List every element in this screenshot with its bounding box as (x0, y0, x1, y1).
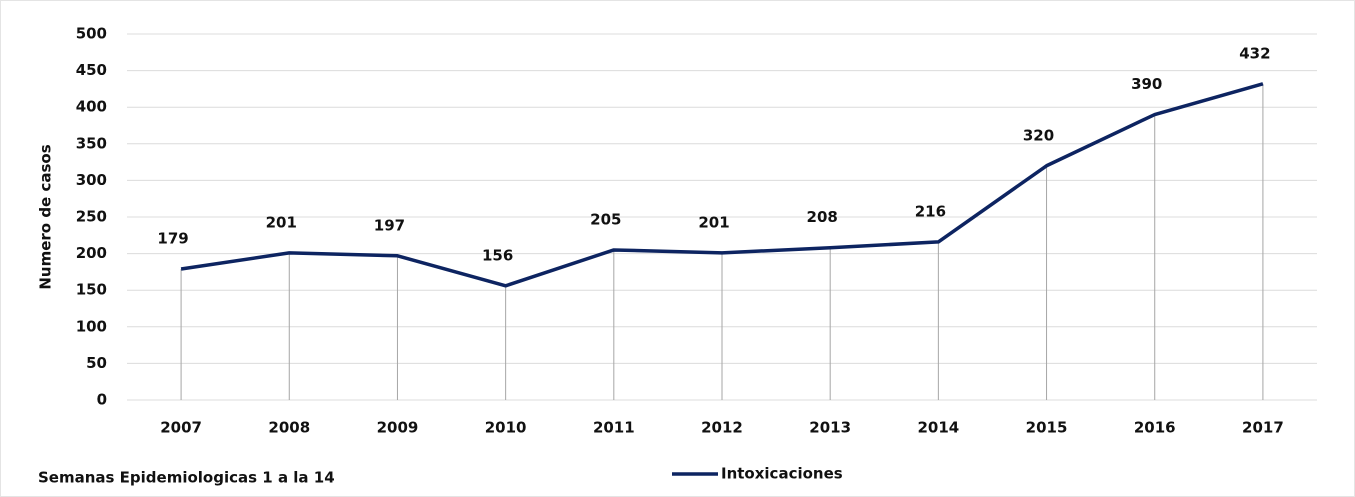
data-label: 201 (698, 213, 729, 231)
legend-label: Intoxicaciones (721, 465, 843, 483)
y-tick-label: 500 (76, 25, 107, 43)
x-tick-label: 2008 (268, 419, 310, 437)
data-label: 432 (1239, 44, 1270, 62)
x-tick-label: 2015 (1026, 419, 1068, 437)
x-tick-label: 2016 (1134, 419, 1176, 437)
y-tick-label: 400 (76, 98, 107, 116)
data-label: 390 (1131, 75, 1162, 93)
y-tick-label: 150 (76, 281, 107, 299)
data-label: 208 (807, 208, 838, 226)
x-tick-label: 2010 (485, 419, 527, 437)
x-tick-label: 2007 (160, 419, 202, 437)
y-tick-label: 350 (76, 134, 107, 152)
annotation: Semanas Epidemiologicas 1 a la 14 (38, 469, 335, 487)
data-label: 216 (915, 202, 946, 220)
y-tick-label: 0 (97, 391, 107, 409)
y-tick-label: 50 (86, 354, 107, 372)
data-label: 179 (157, 229, 188, 247)
x-tick-label: 2011 (593, 419, 635, 437)
y-tick-label: 100 (76, 317, 107, 335)
y-tick-label: 450 (76, 61, 107, 79)
series-line (180, 82, 1264, 288)
x-tick-label: 2013 (809, 419, 851, 437)
x-tick-label: 2014 (917, 419, 959, 437)
y-axis-label: Numero de casos (37, 144, 55, 289)
y-tick-label: 250 (76, 208, 107, 226)
y-tick-label: 200 (76, 244, 107, 262)
data-label: 205 (590, 210, 621, 228)
x-tick-label: 2017 (1242, 419, 1284, 437)
x-tick-label: 2009 (377, 419, 419, 437)
data-label: 201 (266, 213, 297, 231)
data-label: 156 (482, 246, 513, 264)
x-tick-label: 2012 (701, 419, 743, 437)
y-tick-label: 300 (76, 171, 107, 189)
data-label: 197 (374, 216, 405, 234)
data-label: 320 (1023, 126, 1054, 144)
